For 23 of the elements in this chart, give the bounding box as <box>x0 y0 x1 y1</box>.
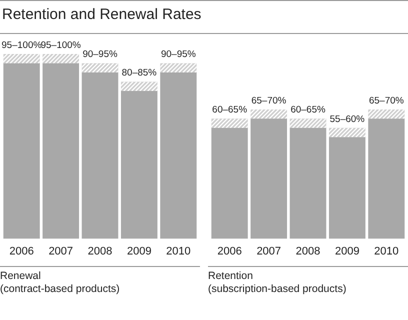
data-label: 65–70% <box>368 95 404 106</box>
x-tick-label: 2008 <box>296 245 320 258</box>
x-tick-label: 2006 <box>217 245 242 258</box>
data-label: 55–60% <box>330 114 366 125</box>
data-label: 60–65% <box>212 104 248 116</box>
x-tick-label: 2007 <box>256 245 282 258</box>
x-tick-label: 2007 <box>48 245 74 258</box>
x-tick-label: 2009 <box>334 245 360 258</box>
data-label: 60–65% <box>290 104 326 116</box>
data-label: 95–100% <box>2 40 42 51</box>
data-label: 95–100% <box>40 40 82 51</box>
data-label: 80–85% <box>122 68 158 79</box>
chart-title: Retention and Renewal Rates <box>0 0 408 34</box>
x-tick-label: 2006 <box>9 245 34 258</box>
x-axis-title: Retention (subscription-based products) <box>208 266 408 296</box>
data-label: 90–95% <box>160 49 196 60</box>
x-tick-label: 2008 <box>88 245 112 258</box>
x-tick-label: 2010 <box>374 245 399 258</box>
x-axis-title: Renewal (contract-based products) <box>0 266 200 296</box>
x-tick-label: 2010 <box>166 245 191 258</box>
data-label: 90–95% <box>82 49 118 60</box>
x-tick-label: 2009 <box>126 245 152 258</box>
data-label: 65–70% <box>251 95 287 106</box>
